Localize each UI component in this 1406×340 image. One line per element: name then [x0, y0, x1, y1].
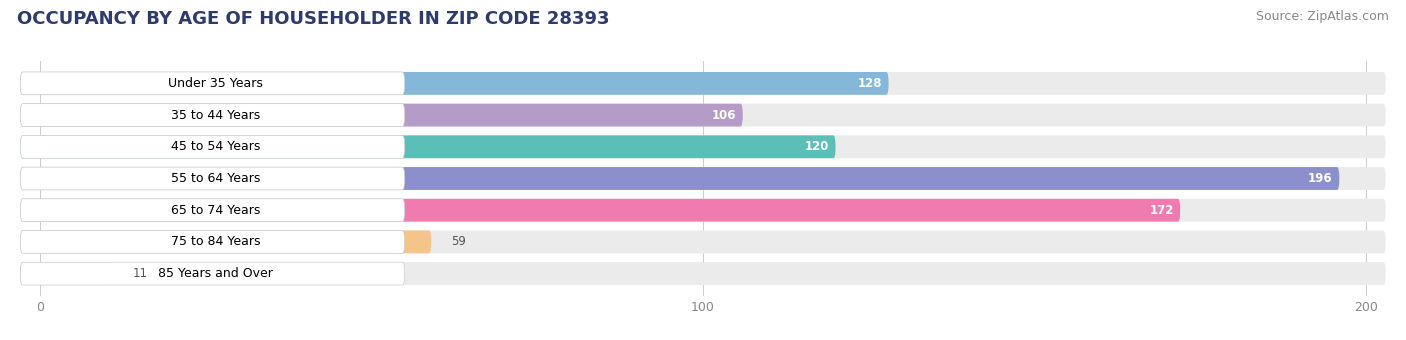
FancyBboxPatch shape	[20, 199, 1180, 222]
Text: 11: 11	[134, 267, 148, 280]
Text: 196: 196	[1308, 172, 1333, 185]
FancyBboxPatch shape	[20, 167, 1340, 190]
FancyBboxPatch shape	[20, 72, 1386, 95]
FancyBboxPatch shape	[20, 262, 112, 285]
Text: 45 to 54 Years: 45 to 54 Years	[172, 140, 260, 153]
FancyBboxPatch shape	[20, 104, 742, 126]
FancyBboxPatch shape	[20, 104, 405, 126]
FancyBboxPatch shape	[20, 199, 405, 222]
Text: 85 Years and Over: 85 Years and Over	[159, 267, 273, 280]
Text: Under 35 Years: Under 35 Years	[169, 77, 263, 90]
FancyBboxPatch shape	[20, 72, 889, 95]
FancyBboxPatch shape	[20, 135, 405, 158]
FancyBboxPatch shape	[20, 231, 405, 253]
Text: 35 to 44 Years: 35 to 44 Years	[172, 108, 260, 122]
Text: 106: 106	[711, 108, 737, 122]
FancyBboxPatch shape	[20, 135, 1386, 158]
Text: 120: 120	[804, 140, 830, 153]
Text: OCCUPANCY BY AGE OF HOUSEHOLDER IN ZIP CODE 28393: OCCUPANCY BY AGE OF HOUSEHOLDER IN ZIP C…	[17, 10, 609, 28]
Text: 172: 172	[1149, 204, 1174, 217]
FancyBboxPatch shape	[20, 199, 1386, 222]
Text: 55 to 64 Years: 55 to 64 Years	[172, 172, 260, 185]
Text: 75 to 84 Years: 75 to 84 Years	[172, 235, 260, 249]
FancyBboxPatch shape	[20, 167, 1386, 190]
Text: 59: 59	[451, 235, 465, 249]
FancyBboxPatch shape	[20, 167, 405, 190]
FancyBboxPatch shape	[20, 231, 1386, 253]
FancyBboxPatch shape	[20, 104, 1386, 126]
FancyBboxPatch shape	[20, 231, 432, 253]
Text: Source: ZipAtlas.com: Source: ZipAtlas.com	[1256, 10, 1389, 23]
FancyBboxPatch shape	[20, 262, 405, 285]
FancyBboxPatch shape	[20, 135, 835, 158]
Text: 65 to 74 Years: 65 to 74 Years	[172, 204, 260, 217]
FancyBboxPatch shape	[20, 72, 405, 95]
Text: 128: 128	[858, 77, 882, 90]
FancyBboxPatch shape	[20, 262, 1386, 285]
